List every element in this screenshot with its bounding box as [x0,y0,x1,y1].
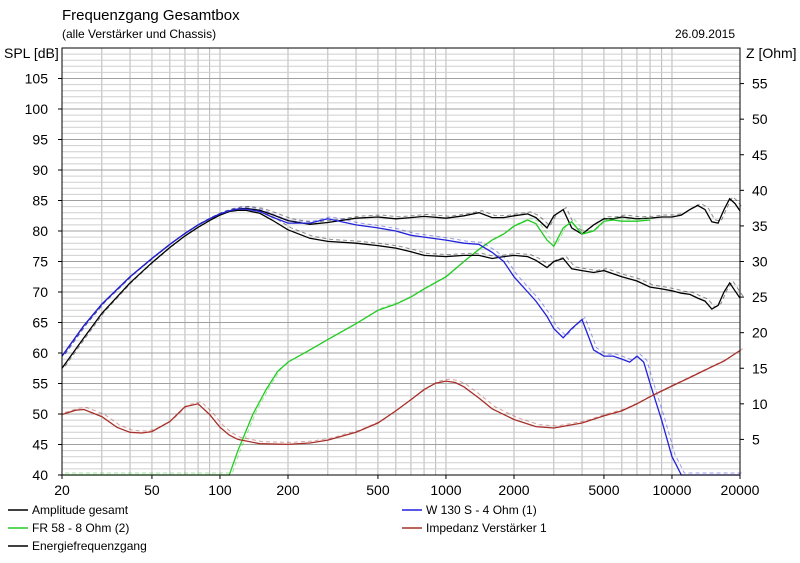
y2-tick-label: 55 [752,76,768,92]
y-tick-label: 40 [32,467,48,483]
y-tick-label: 75 [32,254,48,270]
axis-ticks: 20 50 100 200 500 1000 2000 5000 10000 20000 40 45 5… [25,71,768,499]
y2-tick-label: 50 [752,111,768,127]
y-tick-label: 80 [32,223,48,239]
y2-tick-label: 5 [752,431,760,447]
x-tick-label: 500 [366,482,390,498]
x-tick-label: 10000 [652,482,691,498]
legend-label: Amplitude gesamt [32,503,129,517]
x-tick-label: 50 [144,482,160,498]
y2-tick-label: 45 [752,147,768,163]
grid [62,48,740,475]
y2-tick-label: 20 [752,325,768,341]
legend-label: Impedanz Verstärker 1 [426,521,547,535]
y-tick-label: 55 [32,376,48,392]
series-line-w-130-s-4-ohm-1 [61,208,740,476]
series-line-impedanz-verst-rker-1 [61,349,741,446]
y2-tick-label: 25 [752,289,768,305]
y-tick-label: 70 [32,284,48,300]
chart-subtitle: (alle Verstärker und Chassis) [62,27,216,41]
x-tick-label: 2000 [498,482,529,498]
y2-tick-label: 10 [752,396,768,412]
y-tick-label: 45 [32,437,48,453]
y-tick-label: 85 [32,193,48,209]
x-tick-label: 1000 [430,482,461,498]
x-tick-label: 100 [208,482,232,498]
series-group [61,195,744,476]
legend-label: W 130 S - 4 Ohm (1) [426,503,537,517]
legend-label: FR 58 - 8 Ohm (2) [32,521,129,535]
plot-frame [61,47,741,476]
y-tick-label: 95 [32,132,48,148]
y-tick-label: 50 [32,406,48,422]
x-tick-label: 5000 [588,482,619,498]
y-tick-label: 60 [32,345,48,361]
chart-title: Frequenzgang Gesamtbox [62,7,240,24]
y-axis-label: SPL [dB] [4,45,59,61]
x-tick-label: 20000 [721,482,760,498]
series-line-energiefrequenzgang [61,209,741,369]
x-tick-label: 20 [54,482,70,498]
x-tick-label: 200 [276,482,300,498]
series-line-fr-58-8-ohm-2 [62,219,651,476]
y2-tick-label: 15 [752,360,768,376]
legend: Amplitude gesamt W 130 S - 4 Ohm (1) FR 58… [8,503,547,553]
chart-date: 26.09.2015 [675,27,735,41]
legend-label: Energiefrequenzgang [32,539,147,553]
y2-tick-label: 40 [752,182,768,198]
y2-axis-label: Z [Ohm] [746,45,797,61]
y2-tick-label: 30 [752,254,768,270]
y-tick-label: 90 [32,162,48,178]
y-tick-label: 100 [25,101,49,117]
y2-tick-label: 35 [752,218,768,234]
y-tick-label: 105 [25,71,49,87]
y-tick-label: 65 [32,315,48,331]
